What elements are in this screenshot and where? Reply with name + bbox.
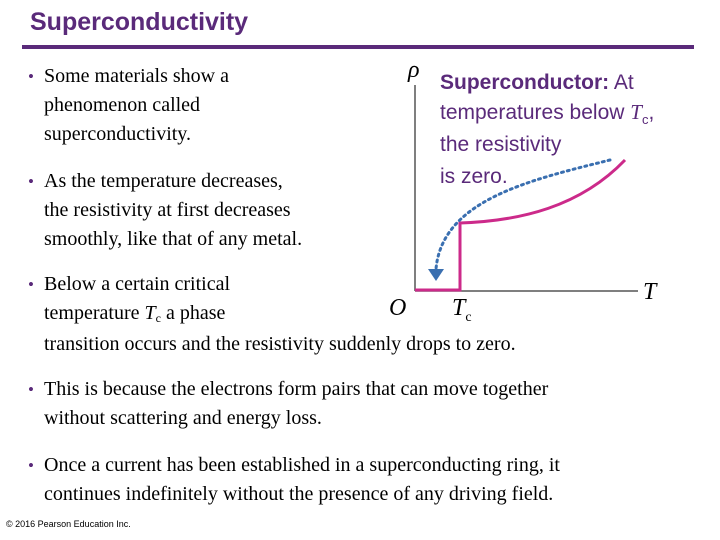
x-axis-label: T: [643, 279, 658, 305]
callout-line-3: the resistivity: [440, 133, 562, 156]
bullet-2-line-1: As the temperature decreases,: [44, 170, 283, 192]
bullet-4: • This is because the electrons form pai…: [28, 375, 548, 433]
bullet-3-line-3: transition occurs and the resistivity su…: [44, 333, 516, 355]
bullet-dot-icon: •: [28, 380, 34, 399]
bullet-4-line-1: This is because the electrons form pairs…: [44, 378, 549, 400]
bullet-1-line-1: Some materials show a: [44, 65, 229, 87]
bullet-5-line-1: Once a current has been established in a…: [44, 454, 560, 476]
bullet-5: • Once a current has been established in…: [28, 451, 560, 509]
bullet-dot-icon: •: [28, 275, 34, 294]
bullet-4-line-2: without scattering and energy loss.: [44, 407, 322, 429]
bullet-3: • Below a certain critical temperature T…: [28, 270, 516, 359]
bullet-1-line-2: phenomenon called: [44, 94, 201, 116]
bullet-dot-icon: •: [28, 172, 34, 191]
bullet-3-line-1: Below a certain critical: [44, 273, 231, 295]
tc-symbol: T: [144, 302, 156, 324]
bullet-3-line-2-post: a phase: [160, 302, 226, 324]
callout-line-4: is zero.: [440, 165, 508, 188]
callout-line-1: Superconductor: At: [440, 71, 634, 94]
copyright-credit: © 2016 Pearson Education Inc.: [6, 519, 131, 529]
title-underline: [22, 45, 694, 49]
tc-subscript: c: [155, 311, 161, 325]
bullet-3-line-2-pre: temperature: [44, 302, 145, 324]
bullet-2: • As the temperature decreases, the resi…: [28, 167, 302, 254]
callout-line-2: temperatures below Tc,: [440, 100, 654, 127]
callout-arrow: [434, 158, 612, 271]
tc-axis-label: Tc: [452, 295, 472, 325]
slide-title: Superconductivity: [30, 8, 249, 36]
resistivity-curve: [415, 158, 627, 292]
bullet-dot-icon: •: [28, 456, 34, 475]
bullet-3-line-2: temperature Tc a phase: [44, 299, 516, 330]
origin-label: O: [389, 295, 406, 321]
resistivity-graph: ρ T O Tc Superconductor: At temperatures…: [389, 57, 658, 325]
bullet-dot-icon: •: [28, 67, 34, 86]
bullet-2-line-3: smoothly, like that of any metal.: [44, 228, 303, 250]
bullet-1: • Some materials show a phenomenon calle…: [28, 62, 229, 149]
arrowhead-icon: [428, 269, 444, 281]
y-axis-label: ρ: [407, 57, 420, 83]
bullet-1-line-3: superconductivity.: [44, 123, 192, 145]
bullet-5-line-2: continues indefinitely without the prese…: [44, 483, 554, 505]
bullet-2-line-2: the resistivity at first decreases: [44, 199, 291, 221]
